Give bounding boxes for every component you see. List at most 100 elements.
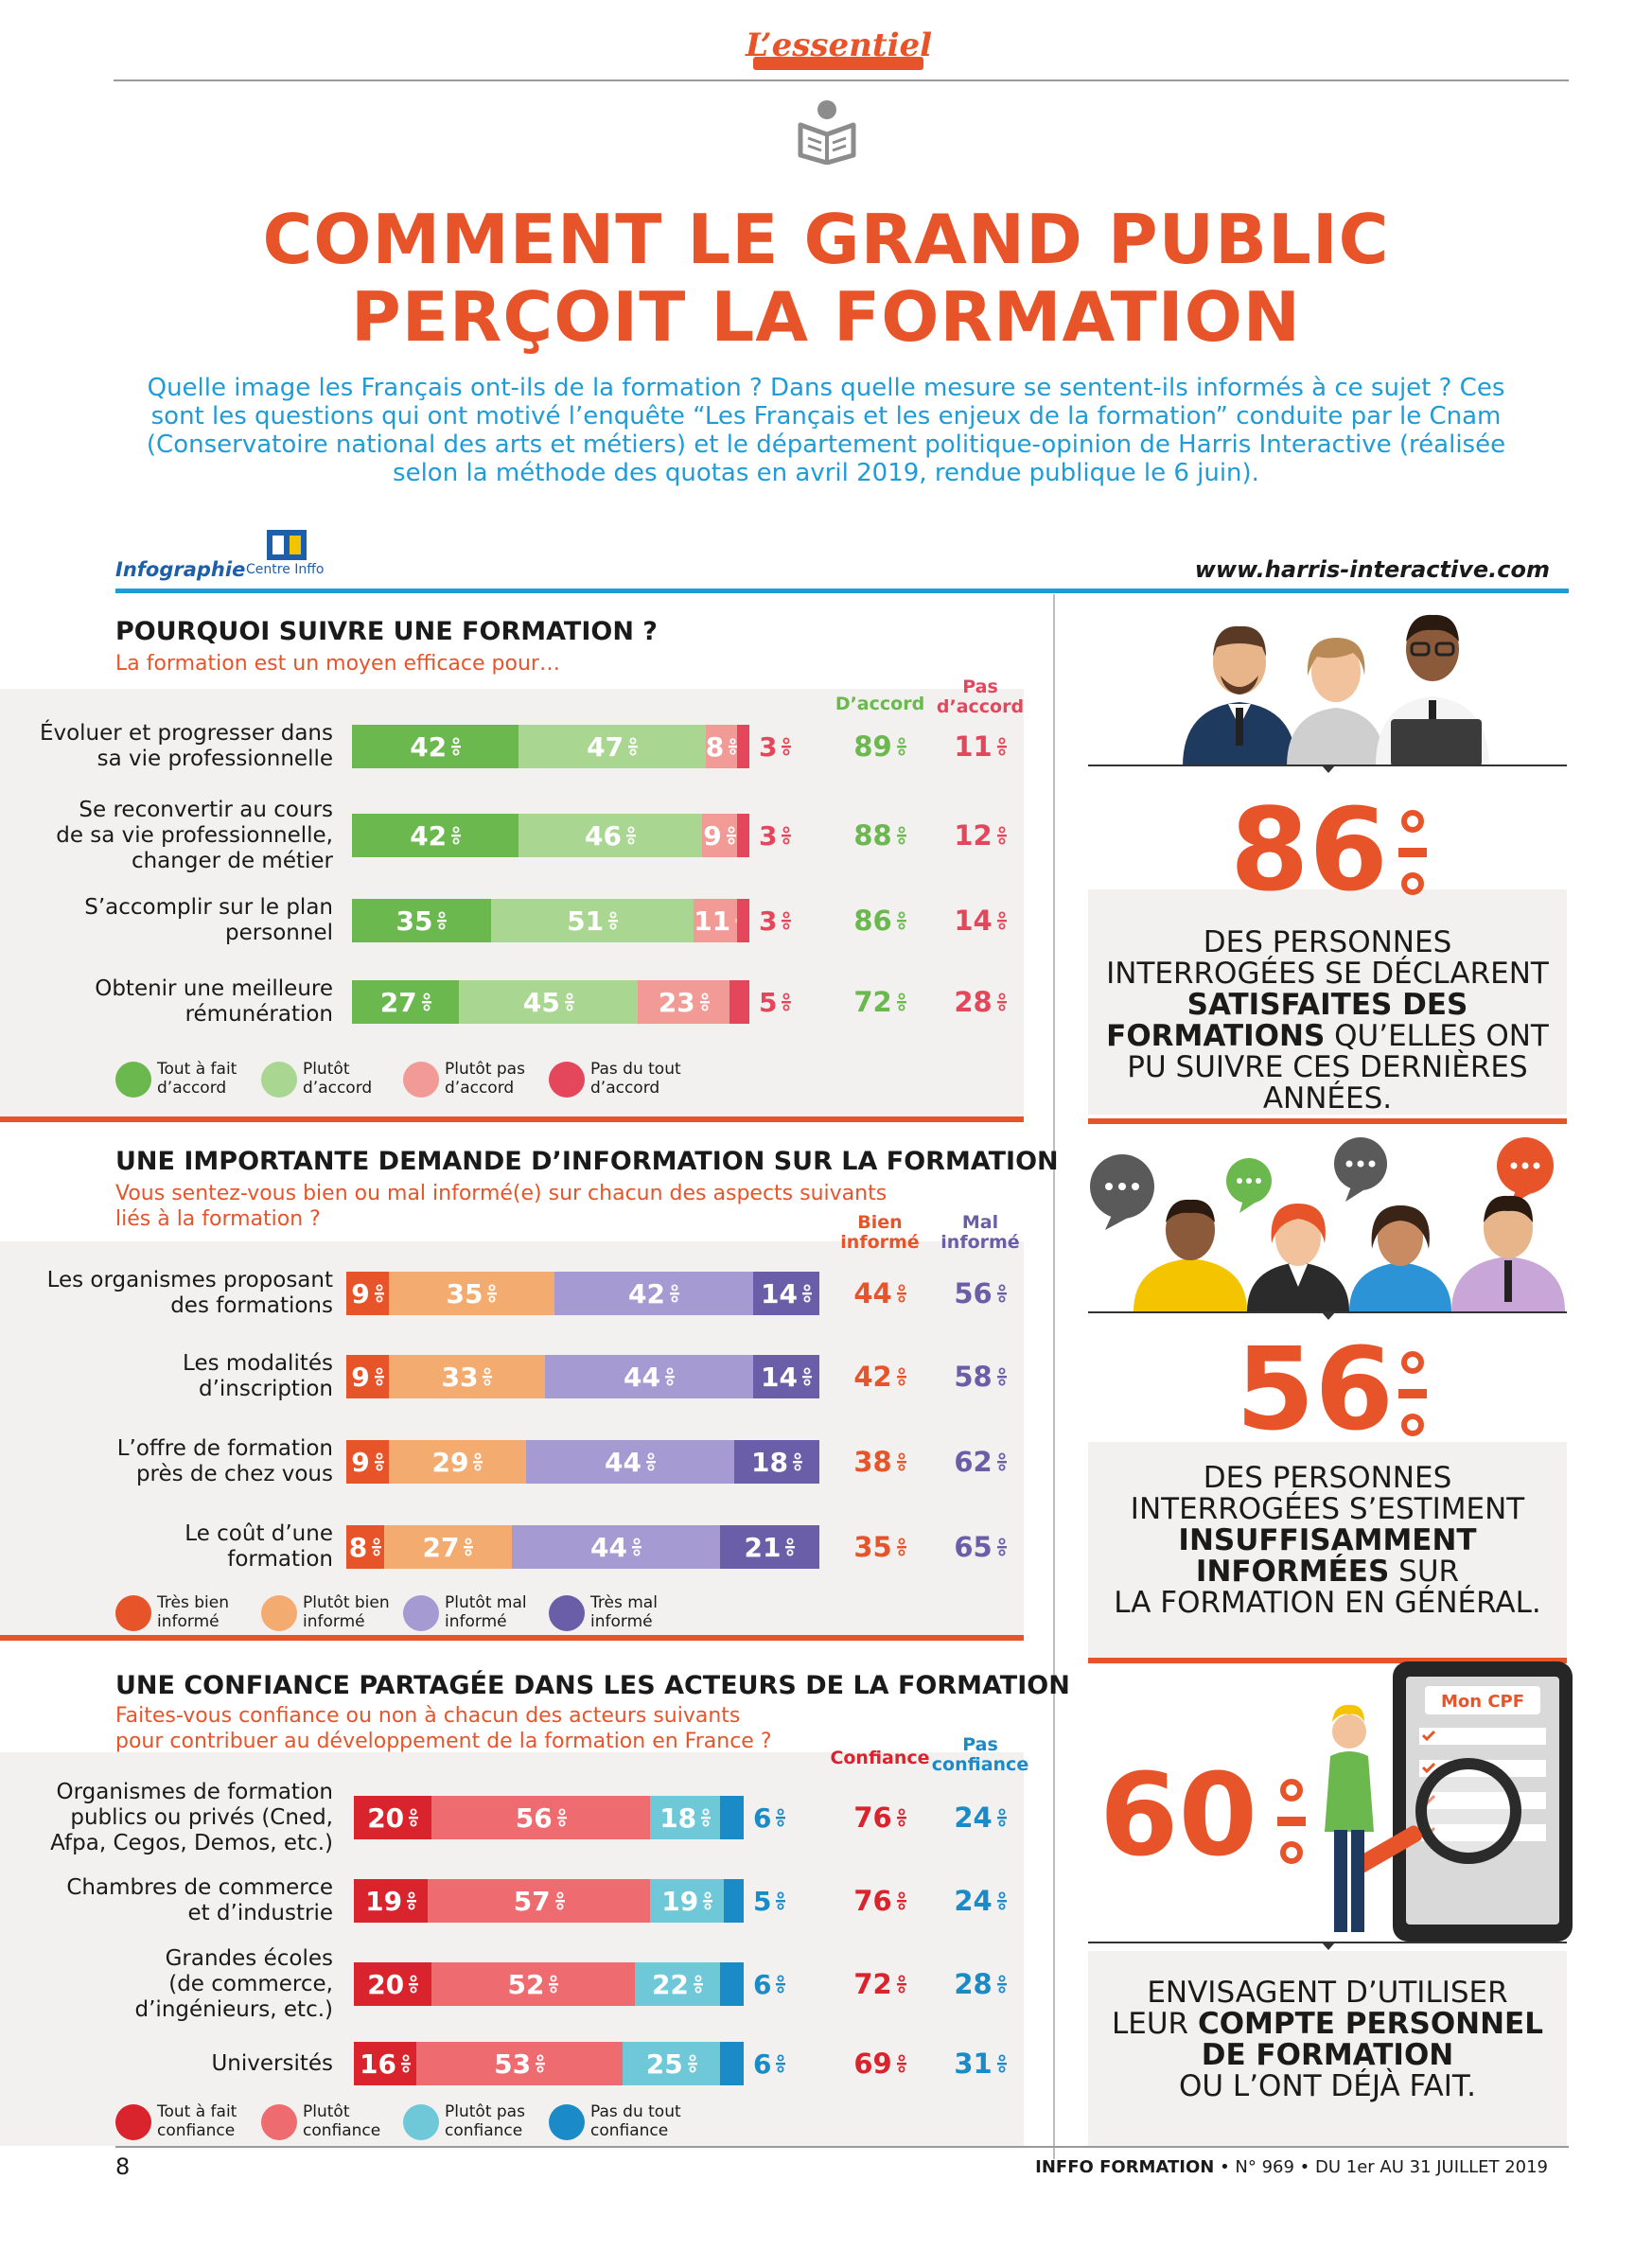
percent-mark-icon — [896, 1891, 906, 1910]
stat3-number: 60 — [1099, 1750, 1257, 1882]
percent-mark-icon — [801, 1367, 812, 1386]
phone-label: Mon CPF — [1441, 1692, 1524, 1712]
bar-segment: 46 — [518, 814, 702, 857]
segment-value: 6 — [753, 1802, 772, 1834]
percent-mark-icon — [996, 1284, 1007, 1303]
segment-value: 53 — [494, 2048, 532, 2080]
section1-col-disagree: Pas d’accord — [936, 677, 1025, 717]
bar-segment: 18 — [650, 1796, 721, 1839]
percent-mark-icon — [996, 826, 1007, 845]
bar-segment: 27 — [352, 980, 460, 1024]
legend-swatch — [115, 2104, 151, 2140]
legend-label-line: informé — [590, 1612, 653, 1631]
legend-label: Plutôt pas confiance — [445, 2102, 525, 2140]
segment-value: 46 — [585, 819, 622, 852]
row-label-line: Obtenir une meilleure — [95, 976, 333, 1001]
percent-mark-icon — [669, 1284, 679, 1303]
percent-mark-icon — [631, 1538, 641, 1556]
segment-value: 3 — [759, 819, 778, 852]
total-value: 56 — [923, 1272, 1037, 1315]
bar-segment: 42 — [352, 725, 519, 768]
legend-label: Plutôt mal informé — [445, 1593, 527, 1631]
segment-value: 20 — [367, 1968, 405, 2000]
percent-mark-icon — [451, 826, 462, 845]
segment-value: 27 — [379, 986, 417, 1018]
percent-mark-icon — [996, 1538, 1007, 1556]
row-label-line: de sa vie professionnelle, — [56, 822, 333, 848]
stat1-panel — [1088, 889, 1567, 1115]
total-number: 76 — [853, 1885, 892, 1917]
title-line-1: COMMENT LE GRAND PUBLIC — [262, 200, 1390, 279]
row-label-line: et d’industrie — [187, 1901, 333, 1925]
bar-segment: 45 — [459, 980, 639, 1024]
people-group-illustration-icon — [1183, 614, 1489, 766]
total-number: 89 — [853, 730, 892, 763]
row-label-line: Organismes de formation — [56, 1779, 334, 1804]
segment-value: 3 — [759, 730, 778, 763]
segment-value: 52 — [507, 1968, 545, 2000]
section2-col-bad: Mal informé — [940, 1212, 1020, 1253]
segment-value: 44 — [624, 1361, 660, 1393]
stat3-panel — [1088, 1951, 1567, 2146]
total-value: 11 — [923, 725, 1037, 768]
segment-value: 42 — [410, 819, 448, 852]
legend-label: Plutôt confiance — [303, 2102, 380, 2140]
stat2-bottom-rule — [1088, 1658, 1567, 1663]
legend-label: Tout à fait d’accord — [157, 1060, 237, 1098]
total-number: 56 — [954, 1277, 993, 1310]
bar-segment-outer-label: 6 — [753, 1962, 786, 2006]
percent-mark-icon — [896, 1975, 906, 1994]
legend-label-line: d’accord — [445, 1079, 515, 1098]
percent-mark-icon — [374, 1284, 384, 1303]
percent-mark-icon — [996, 1808, 1007, 1827]
legend-label-line: informé — [157, 1612, 220, 1631]
legend-swatch — [403, 1062, 439, 1098]
source-url[interactable]: www.harris-interactive.com — [1194, 556, 1550, 583]
percent-mark-icon — [996, 2054, 1007, 2073]
title-line-2: PERÇOIT LA FORMATION — [350, 277, 1302, 357]
percent-mark-icon — [664, 1367, 675, 1386]
stat1-bottom-rule — [1088, 1118, 1567, 1124]
bar-segment-outer-label: 3 — [759, 814, 792, 857]
row-label: Universités — [11, 2051, 333, 2077]
total-number: 69 — [853, 2048, 892, 2080]
column-separator — [1053, 594, 1055, 2159]
page-title: COMMENT LE GRAND PUBLIC PERÇOIT LA FORMA… — [0, 201, 1652, 356]
section3-subtitle: Faites-vous confiance ou non à chacun de… — [115, 1704, 772, 1753]
row-label-line: des formations — [170, 1293, 333, 1318]
percent-mark-icon — [554, 1891, 565, 1910]
total-number: 35 — [853, 1531, 892, 1563]
percent-mark-icon — [372, 1538, 382, 1556]
segment-value: 5 — [759, 986, 778, 1018]
percent-mark-icon — [608, 911, 619, 930]
kicker-text: L’essentiel — [746, 26, 933, 64]
legend-label: Plutôt d’accord — [303, 1060, 372, 1098]
total-value: 24 — [923, 1796, 1037, 1839]
percent-mark-icon — [703, 1891, 713, 1910]
row-label-line: personnel — [225, 921, 333, 945]
row-label-line: Chambres de commerce — [66, 1875, 333, 1900]
percent-mark-icon — [693, 1975, 703, 1994]
percent-mark-icon — [473, 1452, 483, 1471]
total-number: 24 — [954, 1885, 993, 1917]
bar-segment-outer-label: 6 — [753, 1796, 786, 1839]
bar-segment: 14 — [753, 1355, 819, 1398]
bar-segment — [720, 1796, 744, 1839]
total-value: 42 — [823, 1355, 937, 1398]
bar-segment: 44 — [545, 1355, 753, 1398]
legend-label-line: Tout à fait — [157, 2102, 237, 2121]
legend-label: Tout à fait confiance — [157, 2102, 237, 2140]
row-label: Grandes écoles (de commerce, d’ingénieurs,… — [11, 1946, 333, 2023]
row-label: Organismes de formation publics ou privés… — [11, 1780, 333, 1856]
percent-mark-icon — [726, 826, 736, 845]
legend-label-line: Pas du tout — [590, 1060, 681, 1079]
legend-swatch — [261, 2104, 297, 2140]
percent-mark-icon — [536, 2054, 546, 2073]
section1-title: POURQUOI SUIVRE UNE FORMATION ? — [115, 617, 658, 646]
row-label: Évoluer et progresser dans sa vie profess… — [11, 721, 333, 772]
legend-label-line: Tout à fait — [157, 1060, 237, 1079]
segment-value: 6 — [753, 2048, 772, 2080]
segment-value: 18 — [751, 1446, 788, 1478]
legend-label-line: confiance — [157, 2121, 236, 2140]
bar-segment: 29 — [389, 1440, 526, 1484]
